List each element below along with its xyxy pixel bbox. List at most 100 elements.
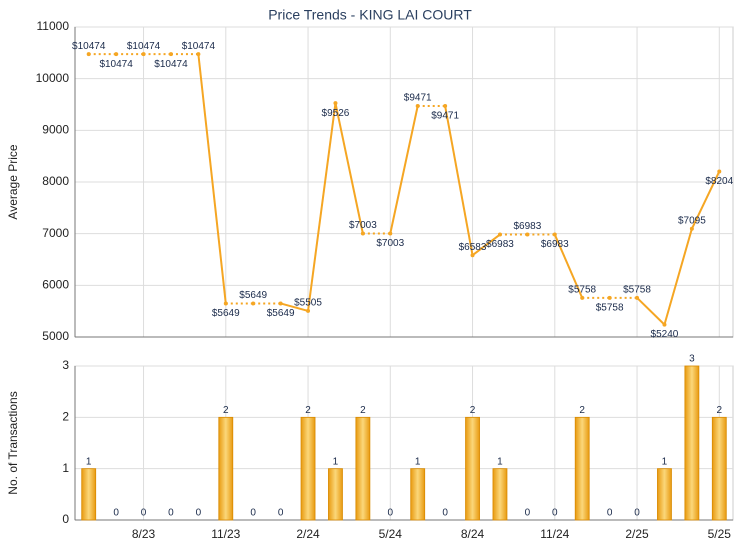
line-segment: [663, 228, 693, 325]
data-label: $6983: [541, 239, 569, 250]
point: [470, 253, 475, 258]
bar: [81, 468, 97, 521]
line-segment: [334, 102, 364, 234]
line-segment: [280, 302, 309, 312]
data-label: $7003: [376, 238, 404, 249]
point: [525, 232, 530, 237]
x-tick-label: 5/24: [379, 527, 403, 541]
bar: [711, 416, 727, 521]
data-label: 2: [223, 405, 229, 416]
x-tick-label: 8/24: [461, 527, 485, 541]
y-tick-label: 0: [62, 512, 69, 526]
line-segment: [389, 105, 419, 234]
bar: [684, 365, 700, 521]
y-tick-label: 11000: [37, 19, 70, 33]
data-label: 1: [415, 456, 421, 467]
data-label: 0: [278, 508, 284, 519]
bar: [492, 468, 508, 521]
line-segment: [197, 54, 227, 304]
data-label: $5758: [568, 284, 596, 295]
line-segment: [636, 297, 666, 326]
chart-title: Price Trends - KING LAI COURT: [268, 7, 472, 23]
point: [168, 52, 173, 57]
y-tick-label: 2: [62, 410, 69, 424]
data-label: 2: [305, 405, 311, 416]
point: [607, 295, 612, 300]
y-axis-label: No. of Transactions: [6, 391, 20, 494]
data-label: 2: [717, 405, 723, 416]
data-label: 1: [86, 456, 92, 467]
data-label: 0: [168, 508, 174, 519]
point: [141, 52, 146, 57]
bar: [218, 416, 234, 521]
point: [223, 301, 228, 306]
x-tick-label: 11/23: [211, 527, 240, 541]
bar: [657, 468, 672, 521]
data-label: 1: [333, 456, 339, 467]
data-label: $10474: [154, 59, 188, 70]
line-segment: [553, 234, 584, 299]
y-axis-label: Average Price: [6, 144, 20, 219]
data-label: $6983: [513, 221, 541, 232]
point: [717, 169, 722, 174]
data-label: $5505: [294, 298, 322, 309]
data-label: $7095: [678, 215, 706, 226]
data-label: $5758: [623, 284, 651, 295]
point: [114, 52, 119, 57]
data-label: $9526: [322, 108, 350, 119]
x-tick-label: 2/24: [296, 527, 320, 541]
line-segment: [307, 103, 337, 312]
y-tick-label: 5000: [42, 329, 69, 343]
data-label: 1: [497, 456, 503, 467]
bar: [465, 416, 480, 521]
line-segment: [690, 171, 721, 230]
data-label: 0: [196, 508, 202, 519]
data-label: 2: [470, 405, 476, 416]
y-tick-label: 1: [62, 461, 69, 475]
data-label: $5758: [596, 302, 624, 313]
bar: [410, 468, 426, 521]
data-label: $8204: [705, 176, 733, 187]
bar: [574, 416, 590, 521]
point: [552, 232, 557, 237]
y-tick-label: 6000: [42, 278, 69, 292]
data-label: 0: [442, 508, 448, 519]
bar: [328, 468, 343, 521]
data-label: 2: [360, 405, 366, 416]
x-tick-label: 8/23: [132, 527, 156, 541]
data-label: 2: [579, 405, 585, 416]
data-label: $6583: [459, 242, 487, 253]
data-label: $6983: [486, 239, 514, 250]
data-label: 0: [388, 508, 394, 519]
y-tick-label: 8000: [42, 174, 69, 188]
point: [443, 103, 448, 108]
bar: [355, 416, 371, 521]
point: [662, 322, 667, 327]
data-label: $9471: [431, 111, 459, 122]
line-segment: [444, 105, 474, 256]
point: [497, 232, 502, 237]
point: [278, 301, 283, 306]
data-label: 0: [634, 508, 640, 519]
point: [86, 52, 91, 57]
data-label: $5649: [267, 308, 295, 319]
data-label: 3: [689, 354, 695, 365]
data-label: $5240: [651, 329, 679, 340]
y-tick-label: 7000: [42, 226, 69, 240]
x-tick-label: 11/24: [540, 527, 569, 541]
point: [635, 295, 640, 300]
point: [333, 101, 338, 106]
data-label: 0: [250, 508, 256, 519]
data-label: $5649: [239, 290, 267, 301]
point: [196, 52, 201, 57]
point: [251, 301, 256, 306]
x-tick-label: 5/25: [708, 527, 732, 541]
x-tick-label: 2/25: [625, 527, 649, 541]
data-label: $10474: [99, 59, 133, 70]
point: [580, 295, 585, 300]
y-tick-label: 3: [62, 358, 69, 372]
data-label: 0: [552, 508, 558, 519]
y-tick-label: 9000: [42, 123, 69, 137]
plot-area: [74, 365, 734, 521]
